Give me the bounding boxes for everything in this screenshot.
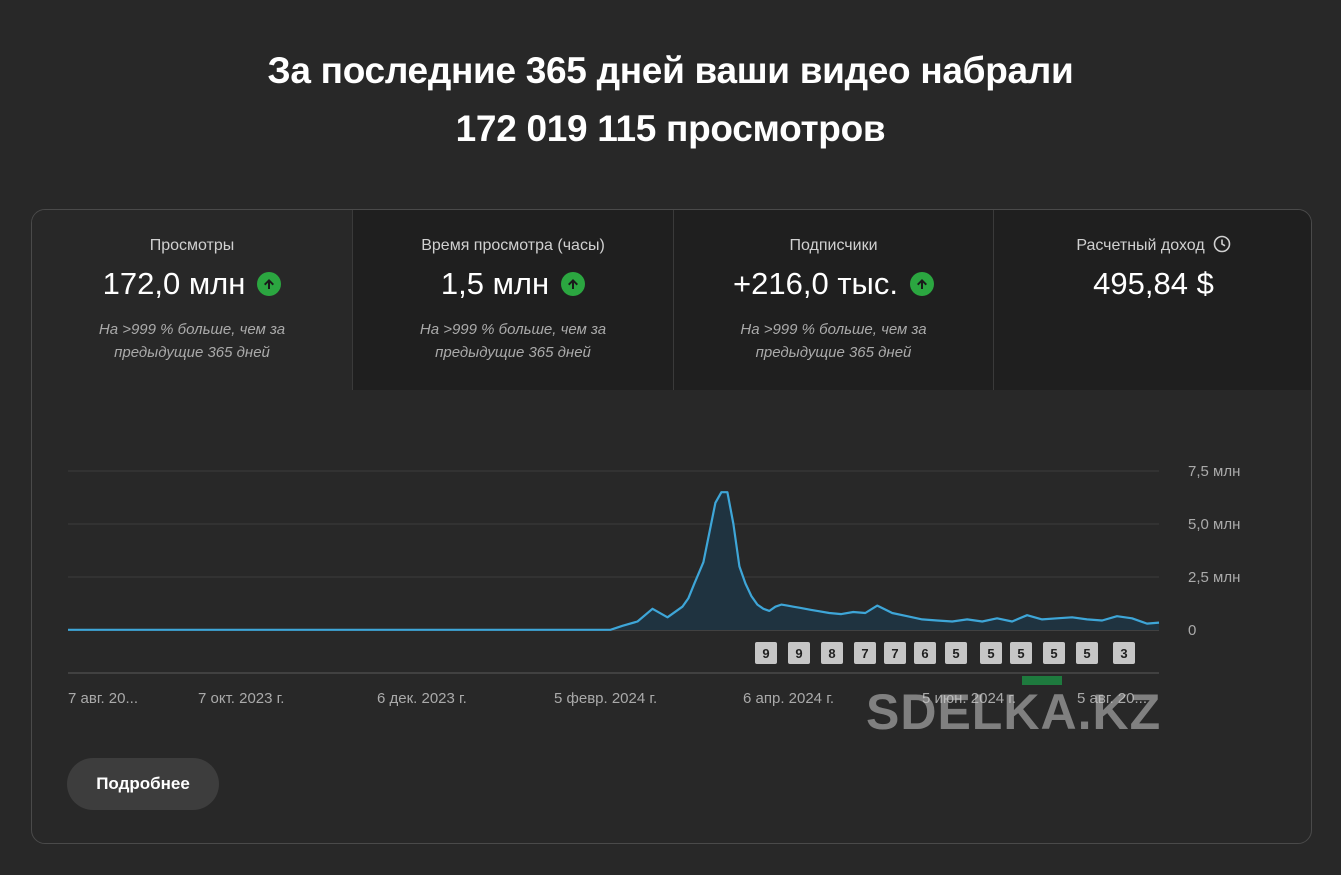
video-marker-box [980, 642, 1002, 664]
video-marker-count: 5 [1050, 646, 1057, 661]
video-marker-count: 5 [987, 646, 994, 661]
chart-x-axis: 7 авг. 20... 7 окт. 2023 г. 6 дек. 2023 г.… [68, 690, 1147, 707]
tab-label-text: Расчетный доход [1076, 237, 1205, 255]
page-headline: За последние 365 дней ваши видео набрали… [0, 42, 1341, 158]
video-marker-box [1076, 642, 1098, 664]
video-marker-count: 3 [1120, 646, 1127, 661]
video-marker[interactable]: 5 [1043, 642, 1065, 664]
video-marker[interactable]: 5 [1010, 642, 1032, 664]
chart-grid [68, 470, 1159, 631]
video-marker-count: 9 [795, 646, 802, 661]
video-marker[interactable]: 3 [1113, 642, 1135, 664]
video-marker[interactable]: 5 [980, 642, 1002, 664]
selected-range-highlight [1022, 676, 1062, 685]
x-tick-label: 7 авг. 20... [68, 690, 138, 707]
tab-value: 172,0 млн [32, 266, 352, 302]
x-tick-label: 7 окт. 2023 г. [198, 690, 284, 707]
headline-line-2: 172 019 115 просмотров [455, 108, 886, 149]
analytics-card: Просмотры 172,0 млн На >999 % больше, че… [31, 209, 1312, 844]
tab-comparison: На >999 % больше, чем за предыдущие 365 … [419, 321, 607, 361]
tab-value-text: 172,0 млн [102, 266, 246, 301]
watermark-logo: SDELKA.KZ [866, 684, 1162, 740]
video-marker-count: 5 [1017, 646, 1024, 661]
tab-revenue[interactable]: Расчетный доход 495,84 $ [993, 210, 1311, 390]
y-tick-label: 5,0 млн [1188, 516, 1240, 533]
tab-comparison: На >999 % больше, чем за предыдущие 365 … [98, 321, 286, 361]
video-marker[interactable]: 7 [854, 642, 876, 664]
x-tick-label: 6 апр. 2024 г. [743, 690, 834, 707]
video-marker-box [884, 642, 906, 664]
video-marker-box [1043, 642, 1065, 664]
video-marker[interactable]: 8 [821, 642, 843, 664]
views-chart: 7,5 млн 5,0 млн 2,5 млн 0 9 9 8 7 7 6 5 5 5 5 5 3 7 ав… [68, 463, 1240, 707]
tab-value: +216,0 тыс. [674, 266, 993, 302]
x-tick-label: 5 авг. 20... [1077, 690, 1147, 707]
tab-label: Расчетный доход [994, 235, 1311, 255]
arrow-up-circle-icon [909, 272, 934, 296]
video-marker[interactable]: 7 [884, 642, 906, 664]
tab-value: 1,5 млн [353, 266, 673, 302]
tab-value-text: 1,5 млн [440, 266, 550, 301]
arrow-up-circle-icon [257, 272, 282, 296]
tab-value: 495,84 $ [994, 266, 1311, 302]
clock-icon [1213, 235, 1230, 253]
video-marker-box [945, 642, 967, 664]
views-line [68, 491, 1160, 631]
video-marker-count: 5 [952, 646, 959, 661]
tab-label: Подписчики [789, 237, 878, 254]
video-marker-box [788, 642, 810, 664]
video-markers: 9 9 8 7 7 6 5 5 5 5 5 3 [755, 642, 1135, 664]
video-marker-box [1113, 642, 1135, 664]
video-marker[interactable]: 9 [755, 642, 777, 664]
tab-views[interactable]: Просмотры 172,0 млн На >999 % больше, че… [32, 210, 352, 390]
video-marker-count: 7 [861, 646, 868, 661]
video-marker-count: 5 [1083, 646, 1090, 661]
video-marker[interactable]: 5 [945, 642, 967, 664]
tab-label: Просмотры [149, 237, 235, 254]
arrow-up-circle-icon [561, 272, 586, 296]
details-button[interactable]: Подробнее [67, 758, 219, 810]
video-marker-box [821, 642, 843, 664]
tab-label: Время просмотра (часы) [421, 237, 605, 254]
video-marker[interactable]: 9 [788, 642, 810, 664]
video-marker-box [914, 642, 936, 664]
tab-value-text: +216,0 тыс. [733, 266, 898, 301]
video-marker[interactable]: 5 [1076, 642, 1098, 664]
x-tick-label: 6 дек. 2023 г. [377, 690, 467, 707]
video-marker-count: 9 [762, 646, 769, 661]
views-area [68, 492, 1159, 630]
video-marker-count: 6 [921, 646, 928, 661]
x-tick-label: 5 февр. 2024 г. [554, 690, 657, 707]
video-marker-count: 7 [891, 646, 898, 661]
headline-line-1: За последние 365 дней ваши видео набрали [267, 50, 1074, 91]
x-tick-label: 5 июн. 2024 г. [922, 690, 1016, 707]
y-tick-label: 0 [1188, 622, 1196, 639]
chart-y-axis: 7,5 млн 5,0 млн 2,5 млн 0 [1188, 463, 1240, 639]
video-marker-box [854, 642, 876, 664]
video-marker[interactable]: 6 [914, 642, 936, 664]
tab-watch-time[interactable]: Время просмотра (часы) 1,5 млн На >999 %… [352, 210, 673, 390]
tab-comparison: На >999 % больше, чем за предыдущие 365 … [740, 321, 927, 361]
metric-tabs: Просмотры 172,0 млн На >999 % больше, че… [32, 210, 1311, 390]
y-tick-label: 7,5 млн [1188, 463, 1240, 480]
y-tick-label: 2,5 млн [1188, 569, 1240, 586]
video-marker-count: 8 [828, 646, 835, 661]
tab-subscribers[interactable]: Подписчики +216,0 тыс. На >999 % больше,… [673, 210, 993, 390]
video-marker-box [755, 642, 777, 664]
video-marker-box [1010, 642, 1032, 664]
tab-value-text: 495,84 $ [1093, 266, 1214, 301]
